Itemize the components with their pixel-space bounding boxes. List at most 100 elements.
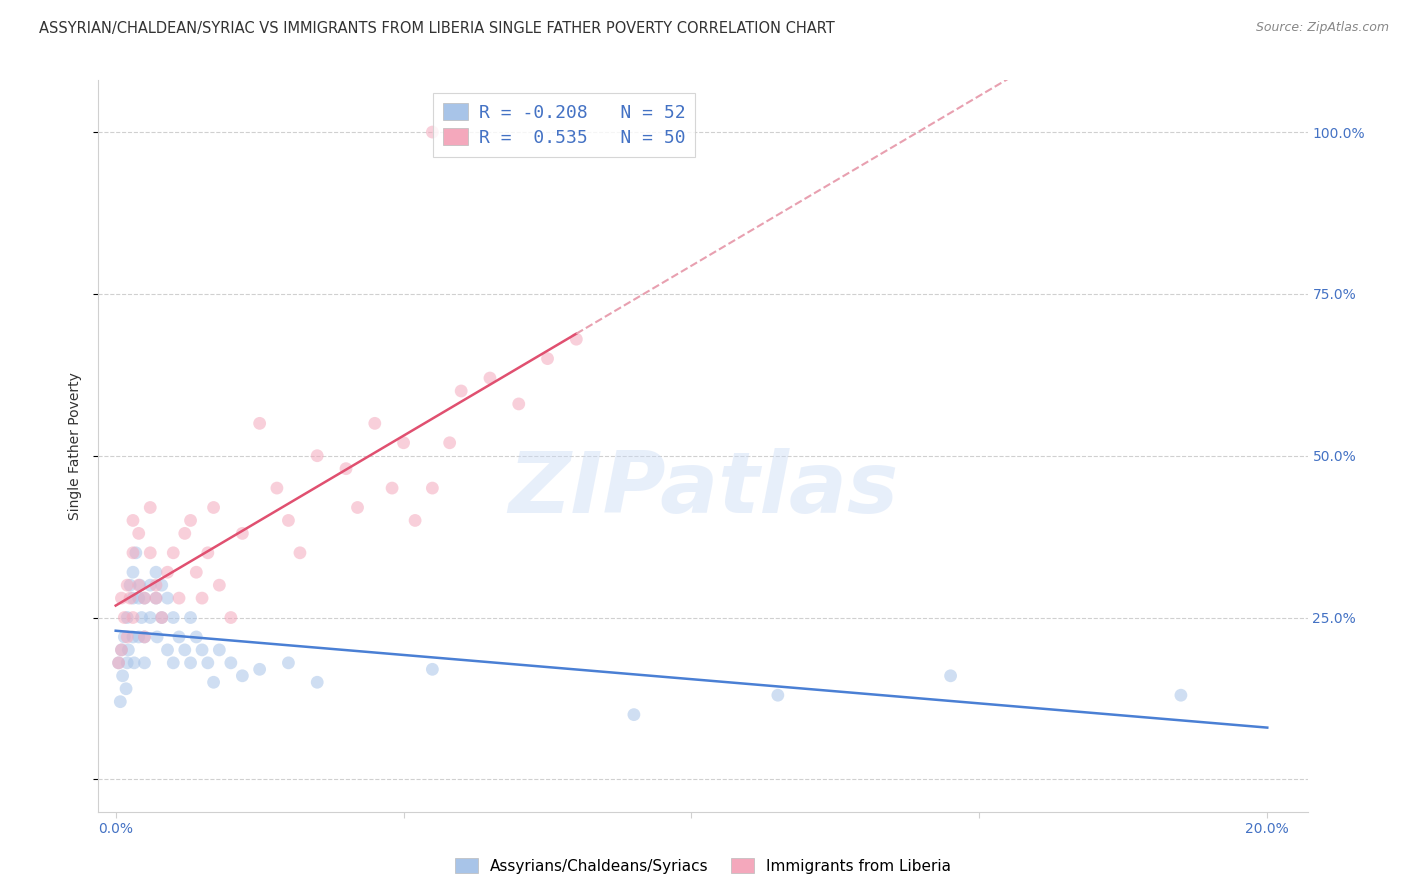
Point — [150, 610, 173, 624]
Text: ZIPatlas: ZIPatlas — [508, 449, 898, 532]
Point — [150, 578, 173, 592]
Point — [173, 526, 195, 541]
Point — [125, 546, 148, 560]
Point — [128, 630, 150, 644]
Point — [156, 566, 179, 580]
Point — [128, 578, 150, 592]
Point — [249, 417, 271, 431]
Point — [139, 500, 162, 515]
Point — [122, 610, 145, 624]
Point — [346, 500, 368, 515]
Point — [191, 591, 214, 606]
Y-axis label: Single Father Poverty: Single Father Poverty — [69, 372, 83, 520]
Point — [122, 513, 145, 527]
Point — [110, 643, 132, 657]
Point — [145, 591, 167, 606]
Legend: R = -0.208   N = 52, R =  0.535   N = 50: R = -0.208 N = 52, R = 0.535 N = 50 — [433, 93, 695, 157]
Point — [307, 675, 329, 690]
Point — [422, 125, 444, 139]
Point — [186, 566, 208, 580]
Point — [122, 546, 145, 560]
Point — [134, 591, 156, 606]
Point — [167, 591, 190, 606]
Text: ASSYRIAN/CHALDEAN/SYRIAC VS IMMIGRANTS FROM LIBERIA SINGLE FATHER POVERTY CORREL: ASSYRIAN/CHALDEAN/SYRIAC VS IMMIGRANTS F… — [39, 21, 835, 37]
Point — [150, 610, 173, 624]
Point — [422, 481, 444, 495]
Point — [115, 578, 138, 592]
Point — [536, 351, 558, 366]
Point — [115, 610, 138, 624]
Point — [110, 643, 132, 657]
Point — [107, 656, 129, 670]
Point — [134, 591, 156, 606]
Point — [173, 643, 195, 657]
Point — [277, 656, 299, 670]
Point — [231, 669, 253, 683]
Point — [450, 384, 472, 398]
Point — [145, 578, 167, 592]
Point — [128, 526, 150, 541]
Point — [208, 643, 231, 657]
Point — [134, 630, 156, 644]
Point — [249, 662, 271, 676]
Point — [115, 656, 138, 670]
Point — [208, 578, 231, 592]
Point — [111, 669, 134, 683]
Point — [191, 643, 214, 657]
Point — [122, 591, 145, 606]
Point — [508, 397, 530, 411]
Point — [277, 513, 299, 527]
Point — [392, 435, 415, 450]
Point — [766, 688, 789, 702]
Point — [117, 643, 139, 657]
Point — [623, 707, 645, 722]
Point — [120, 591, 142, 606]
Point — [202, 500, 225, 515]
Point — [197, 656, 219, 670]
Point — [110, 591, 132, 606]
Point — [146, 630, 169, 644]
Point — [186, 630, 208, 644]
Point — [478, 371, 501, 385]
Point — [120, 578, 142, 592]
Point — [162, 656, 184, 670]
Point — [167, 630, 190, 644]
Point — [1170, 688, 1192, 702]
Point — [202, 675, 225, 690]
Point — [162, 546, 184, 560]
Point — [335, 461, 357, 475]
Point — [134, 656, 156, 670]
Point — [197, 546, 219, 560]
Point — [422, 662, 444, 676]
Point — [381, 481, 404, 495]
Point — [112, 610, 135, 624]
Point — [115, 630, 138, 644]
Point — [939, 669, 962, 683]
Point — [110, 695, 132, 709]
Point — [156, 643, 179, 657]
Point — [364, 417, 387, 431]
Point — [180, 513, 202, 527]
Point — [134, 630, 156, 644]
Point — [219, 610, 242, 624]
Point — [180, 656, 202, 670]
Point — [288, 546, 311, 560]
Point — [162, 610, 184, 624]
Point — [307, 449, 329, 463]
Point — [180, 610, 202, 624]
Point — [107, 656, 129, 670]
Point — [231, 526, 253, 541]
Point — [131, 610, 153, 624]
Point — [156, 591, 179, 606]
Legend: Assyrians/Chaldeans/Syriacs, Immigrants from Liberia: Assyrians/Chaldeans/Syriacs, Immigrants … — [449, 852, 957, 880]
Point — [128, 578, 150, 592]
Point — [404, 513, 426, 527]
Point — [128, 591, 150, 606]
Point — [219, 656, 242, 670]
Point — [565, 332, 588, 346]
Point — [439, 435, 461, 450]
Point — [112, 630, 135, 644]
Point — [122, 630, 145, 644]
Point — [145, 566, 167, 580]
Point — [122, 656, 145, 670]
